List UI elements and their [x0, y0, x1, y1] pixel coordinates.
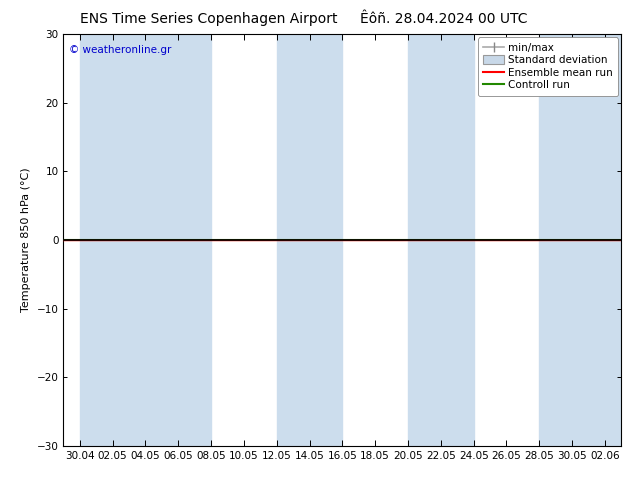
Bar — [145, 34, 211, 446]
Y-axis label: Temperature 850 hPa (°C): Temperature 850 hPa (°C) — [21, 168, 31, 313]
Bar — [276, 34, 342, 446]
Bar — [540, 34, 605, 446]
Bar — [605, 34, 621, 446]
Text: ENS Time Series Copenhagen Airport: ENS Time Series Copenhagen Airport — [81, 12, 338, 26]
Bar — [408, 34, 474, 446]
Bar — [80, 34, 145, 446]
Legend: min/max, Standard deviation, Ensemble mean run, Controll run: min/max, Standard deviation, Ensemble me… — [478, 37, 618, 96]
Text: © weatheronline.gr: © weatheronline.gr — [69, 45, 171, 54]
Text: Êôñ. 28.04.2024 00 UTC: Êôñ. 28.04.2024 00 UTC — [360, 12, 527, 26]
